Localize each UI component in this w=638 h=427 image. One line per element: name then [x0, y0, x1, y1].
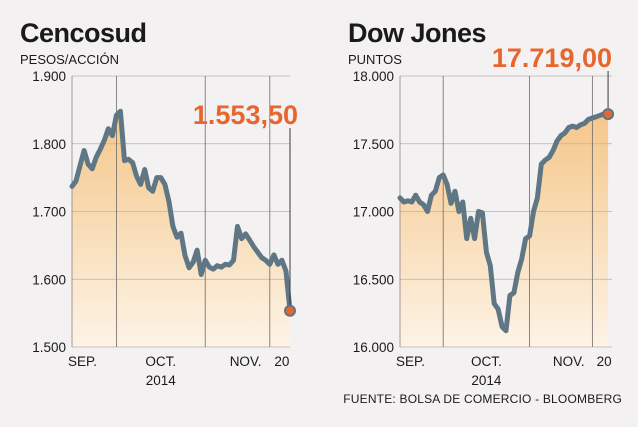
- dow-jones-y-tick-label: 16.000: [353, 340, 394, 355]
- dow-jones-y-tick-label: 17.500: [353, 137, 394, 152]
- dow-jones-y-tick-label: 16.500: [353, 272, 394, 287]
- dow-jones-x-tick-label: OCT.: [471, 354, 502, 369]
- dow-jones-area: [400, 113, 609, 348]
- cencosud-y-tick-label: 1.900: [32, 69, 66, 84]
- dow-jones-x-tick-label: NOV.: [553, 354, 585, 369]
- dow-jones-y-tick-label: 17.000: [353, 205, 394, 220]
- dow-jones-unit-label: PUNTOS: [348, 52, 402, 67]
- dow-jones-series-line: [397, 111, 611, 334]
- cencosud-x-tick-label: NOV.: [230, 354, 262, 369]
- cencosud-x-tick-label: 20: [274, 354, 289, 369]
- cencosud-last-point: [284, 304, 296, 317]
- cencosud-last-value: 1.553,50: [193, 100, 298, 130]
- dow-jones-x-tick-label: SEP.: [396, 354, 425, 369]
- cencosud-area: [72, 111, 290, 347]
- cencosud-x-tick-label: SEP.: [68, 354, 97, 369]
- cencosud-y-tick-label: 1.700: [32, 205, 66, 220]
- cencosud-y-tick-label: 1.500: [32, 340, 66, 355]
- cencosud-chart: 1.500 1.600 1.700 1.800 1.900 1.553,50 SEP. OCT…: [32, 69, 298, 388]
- cencosud-title: Cencosud: [20, 18, 147, 48]
- dow-jones-last-value: 17.719,00: [492, 43, 612, 73]
- cencosud-x-tick-label: OCT.: [145, 354, 176, 369]
- cencosud-y-tick-label: 1.600: [32, 272, 66, 287]
- cencosud-unit-label: PESOS/ACCIÓN: [20, 52, 119, 67]
- cencosud-y-tick-label: 1.800: [32, 137, 66, 152]
- dow-jones-chart: 16.000 16.500 17.000 17.500 18.000 17.719,00 S…: [353, 43, 615, 388]
- cencosud-series-line: [69, 108, 293, 314]
- dow-jones-title: Dow Jones: [348, 18, 487, 48]
- cencosud-year-label: 2014: [146, 373, 177, 388]
- dow-jones-year-label: 2014: [471, 373, 502, 388]
- source-note: FUENTE: BOLSA DE COMERCIO - BLOOMBERG: [343, 392, 622, 406]
- dow-jones-last-point: [602, 108, 615, 121]
- dow-jones-x-tick-label: 20: [597, 354, 612, 369]
- dow-jones-y-tick-label: 18.000: [353, 69, 394, 84]
